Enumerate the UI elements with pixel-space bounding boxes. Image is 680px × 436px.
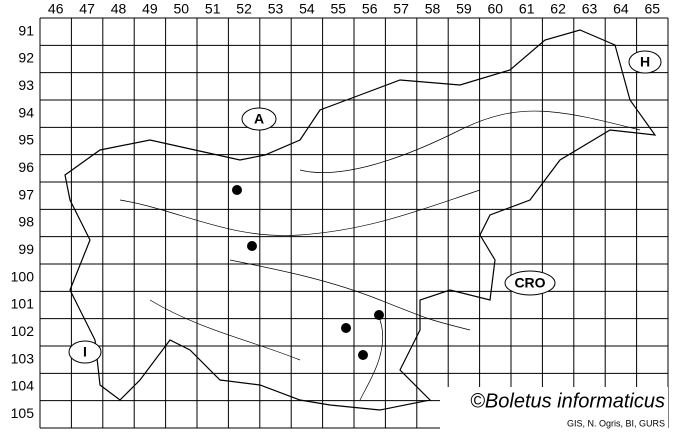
column-label: 63 (582, 1, 598, 17)
grid (39, 17, 669, 429)
column-label: 56 (362, 1, 378, 17)
column-label: 55 (331, 1, 347, 17)
country-label: I (83, 344, 87, 360)
row-label: 99 (18, 241, 34, 257)
label-ellipse (628, 50, 662, 74)
row-label: 100 (11, 268, 35, 284)
column-label: 64 (613, 1, 629, 17)
column-label: 57 (393, 1, 409, 17)
country-label: CRO (514, 275, 545, 291)
column-label: 60 (488, 1, 504, 17)
column-label: 53 (268, 1, 284, 17)
label-ellipse (504, 270, 556, 296)
rivers (119, 110, 641, 401)
row-label: 104 (11, 378, 35, 394)
credit-box (440, 387, 668, 432)
credit-title: ©Boletus informaticus (470, 390, 665, 412)
row-label: 93 (18, 77, 34, 93)
row-label: 102 (11, 323, 35, 339)
grid-labels: 46 47 48 49 50 51 52 53 54 55 56 57 58 59 60 61 62 63 64 65… (11, 1, 661, 421)
column-label: 46 (48, 1, 64, 17)
credit-source: GIS, N. Ogris, BI, GURS (567, 418, 665, 428)
row-label: 101 (11, 296, 35, 312)
row-label: 105 (11, 405, 35, 421)
country-label: H (640, 54, 650, 70)
record-dot (232, 185, 242, 195)
row-label: 91 (18, 22, 34, 38)
column-label: 52 (236, 1, 252, 17)
column-label: 62 (550, 1, 566, 17)
country-label: A (254, 111, 264, 127)
row-label: 97 (18, 186, 34, 202)
row-label: 103 (11, 350, 35, 366)
label-ellipse (241, 107, 277, 131)
record-dot (358, 350, 368, 360)
column-label: 54 (299, 1, 315, 17)
records (232, 185, 384, 360)
row-label: 95 (18, 132, 34, 148)
country-labels: A H CRO I (68, 50, 662, 364)
column-label: 59 (456, 1, 472, 17)
column-label: 48 (111, 1, 127, 17)
record-dot (374, 310, 384, 320)
column-label: 58 (425, 1, 441, 17)
column-label: 50 (174, 1, 190, 17)
column-label: 61 (519, 1, 535, 17)
row-label: 92 (18, 50, 34, 66)
record-dot (341, 323, 351, 333)
country-outline (64, 29, 657, 411)
row-label: 96 (18, 159, 34, 175)
column-label: 49 (142, 1, 158, 17)
column-label: 47 (79, 1, 95, 17)
column-label: 51 (205, 1, 221, 17)
label-ellipse (68, 340, 102, 364)
row-label: 98 (18, 214, 34, 230)
record-dot (247, 241, 257, 251)
row-label: 94 (18, 104, 34, 120)
column-label: 65 (645, 1, 661, 17)
